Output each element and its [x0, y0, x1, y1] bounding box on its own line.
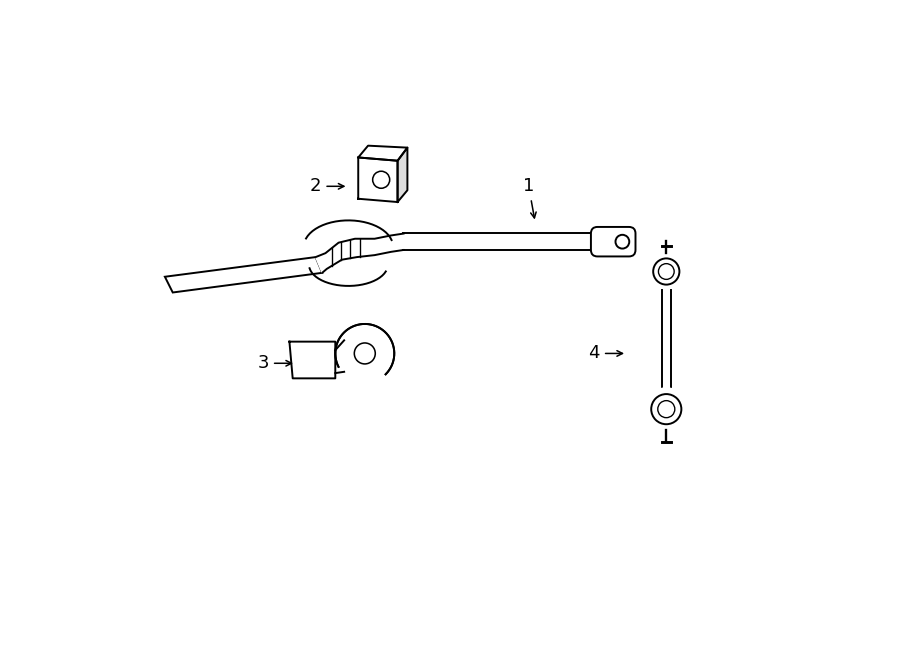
Circle shape	[645, 388, 688, 430]
Circle shape	[648, 253, 685, 290]
Polygon shape	[316, 233, 404, 273]
Polygon shape	[398, 147, 408, 202]
Polygon shape	[358, 145, 408, 161]
Text: 1: 1	[523, 177, 536, 218]
Text: 3: 3	[257, 354, 292, 372]
FancyBboxPatch shape	[591, 227, 635, 256]
Circle shape	[296, 356, 311, 371]
Circle shape	[369, 167, 393, 192]
Text: 4: 4	[589, 344, 623, 362]
Polygon shape	[290, 342, 336, 378]
Bar	[662, 290, 670, 391]
Circle shape	[337, 325, 392, 381]
Text: 2: 2	[310, 177, 344, 195]
Polygon shape	[165, 257, 322, 292]
Polygon shape	[403, 233, 598, 250]
Circle shape	[346, 335, 383, 371]
Polygon shape	[358, 157, 398, 202]
